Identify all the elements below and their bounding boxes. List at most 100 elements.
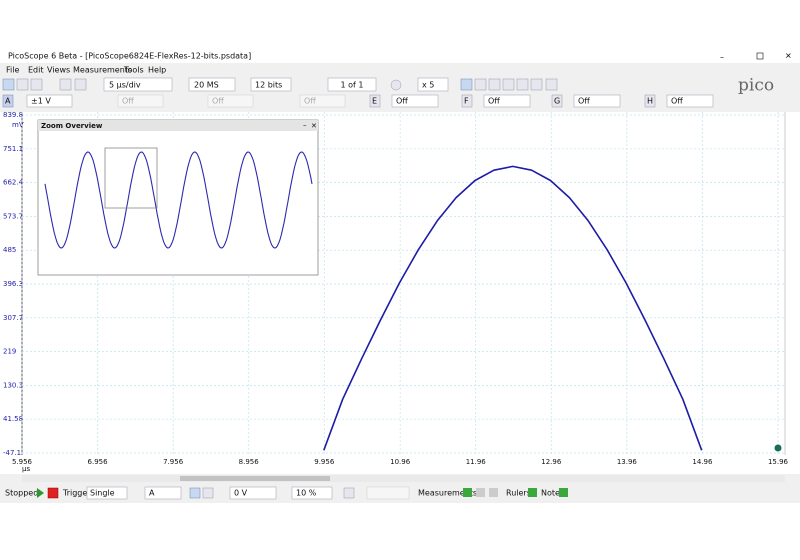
disabled-setting: Off	[212, 97, 224, 106]
status-bar: Stopped Trigger Single A 0 V 10 % Measur…	[0, 484, 800, 502]
delete-measurement[interactable]	[489, 488, 498, 497]
hand-tool[interactable]	[474, 78, 487, 91]
samples-dropdown[interactable]	[188, 77, 236, 92]
scroll-thumb[interactable]	[180, 476, 330, 481]
channel-name: A	[5, 97, 11, 106]
channel-button[interactable]	[461, 94, 473, 108]
menu-item[interactable]: Tools	[123, 66, 144, 75]
channel-dropdown[interactable]	[483, 94, 531, 108]
overview-window	[37, 119, 319, 276]
ruler-handle[interactable]	[774, 444, 782, 452]
zoom-fit[interactable]	[545, 78, 558, 91]
x-tick-label: 5.956	[12, 458, 33, 466]
menu-bar: File Edit Views Measurements Tools Help	[6, 66, 166, 75]
channel-name: E	[372, 97, 377, 106]
zoom-window[interactable]	[104, 147, 158, 209]
x-tick-label: 10.96	[390, 458, 411, 466]
disabled-setting: Off	[304, 97, 316, 106]
pretrigger: 10 %	[296, 489, 317, 498]
toolbar: 5 µs/div 20 MS 12 bits 1 of 1 x 5	[2, 77, 558, 92]
channel-dropdown[interactable]	[666, 94, 714, 108]
y-tick-label: 396.3	[3, 280, 23, 288]
minimize[interactable]: –	[720, 53, 724, 62]
y-tick-label: 41.58	[3, 415, 23, 423]
channel-name: F	[464, 97, 469, 106]
zoom-out[interactable]	[516, 78, 529, 91]
y-tick-label: 839.8	[3, 111, 23, 119]
overview-minimize[interactable]: –	[303, 121, 307, 129]
menu-item[interactable]: Help	[148, 66, 166, 75]
range-dropdown[interactable]	[26, 94, 73, 108]
buffer-navigator[interactable]	[390, 79, 402, 91]
trigger-source-dropdown[interactable]	[144, 486, 182, 500]
y-tick-label: 307.7	[3, 314, 23, 322]
menu-item[interactable]: Measurements	[73, 66, 132, 75]
channel-dropdown[interactable]	[391, 94, 439, 108]
zoom-tool[interactable]	[488, 78, 501, 91]
menu-item[interactable]: Views	[47, 66, 70, 75]
start-button[interactable]	[37, 488, 44, 498]
overview-title-bar	[38, 120, 318, 131]
measurements-label: Measurements	[418, 489, 477, 498]
overview-waveform	[44, 151, 313, 249]
x-unit: µs	[22, 465, 30, 473]
y-tick-label: 485	[3, 246, 16, 254]
trigger-mode: Single	[90, 489, 115, 498]
delay-button[interactable]	[343, 487, 355, 499]
scope-mode[interactable]	[2, 78, 15, 91]
notes-button[interactable]	[559, 488, 568, 497]
notes-label: Notes	[541, 489, 564, 498]
x-tick-label: 8.956	[239, 458, 260, 466]
x-tick-label: 9.956	[314, 458, 335, 466]
pretrigger-box[interactable]	[291, 486, 333, 500]
channel-setting: Off	[671, 97, 683, 106]
y-tick-label: -47.1	[3, 449, 21, 457]
timebase-dropdown[interactable]	[103, 77, 173, 92]
channel-dropdown[interactable]	[573, 94, 621, 108]
channel-button[interactable]	[369, 94, 381, 108]
tool-button[interactable]	[74, 78, 87, 91]
persistence-mode[interactable]	[16, 78, 29, 91]
disabled-box	[366, 486, 410, 500]
threshold-box[interactable]	[229, 486, 277, 500]
disabled-dropdown	[117, 94, 164, 108]
overview-close[interactable]: ✕	[311, 122, 317, 130]
close[interactable]: ✕	[785, 52, 792, 61]
rulers-button[interactable]	[528, 488, 537, 497]
channel-button[interactable]	[644, 94, 656, 108]
channel-toolbar: A ±1 V Off Off Off E Off F Off G Off H Off	[2, 94, 714, 108]
menu-item[interactable]: Edit	[28, 66, 44, 75]
channel-name: G	[554, 97, 560, 106]
zoom-in[interactable]	[502, 78, 515, 91]
falling-edge[interactable]	[202, 487, 214, 499]
tool-button[interactable]	[59, 78, 72, 91]
spectrum-mode[interactable]	[30, 78, 43, 91]
channel-button[interactable]	[551, 94, 563, 108]
y-tick-label: 751.1	[3, 145, 23, 153]
trigger-mode-dropdown[interactable]	[86, 486, 128, 500]
y-tick-label: 662.4	[3, 179, 24, 187]
timebase: 5 µs/div	[109, 81, 141, 90]
stop-button[interactable]	[47, 487, 59, 499]
buffer-box[interactable]	[327, 77, 377, 92]
rising-edge[interactable]	[189, 487, 201, 499]
add-measurement[interactable]	[463, 488, 472, 497]
undo-zoom[interactable]	[530, 78, 543, 91]
channel-name: H	[647, 97, 653, 106]
scrollbar[interactable]	[22, 475, 785, 482]
menu-item[interactable]: File	[6, 66, 19, 75]
rulers-label: Rulers	[506, 489, 531, 498]
trigger-source: A	[149, 489, 155, 498]
y-unit: mV	[12, 121, 24, 129]
x-tick-label: 7.956	[163, 458, 184, 466]
maximize[interactable]	[756, 52, 764, 60]
resolution-dropdown[interactable]	[250, 77, 292, 92]
y-tick-label: 130.3	[3, 381, 23, 389]
zoom-factor: x 5	[422, 81, 434, 90]
channel-button[interactable]	[2, 94, 14, 108]
edit-measurement[interactable]	[476, 488, 485, 497]
select-tool[interactable]	[460, 78, 473, 91]
zoom-dropdown[interactable]	[417, 77, 449, 92]
y-tick-label: 219	[3, 348, 16, 356]
